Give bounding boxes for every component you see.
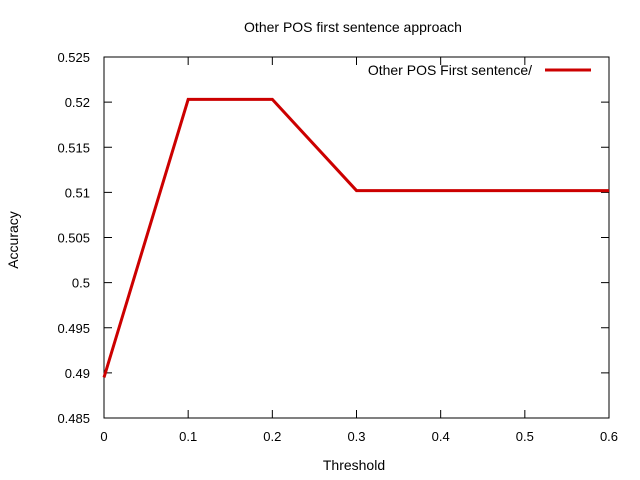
y-tick-label: 0.485 bbox=[57, 411, 90, 426]
y-tick-label: 0.525 bbox=[57, 50, 90, 65]
x-tick-label: 0 bbox=[100, 429, 107, 444]
plot-frame bbox=[103, 56, 610, 419]
y-tick-label: 0.505 bbox=[57, 231, 90, 246]
x-tick-label: 0.3 bbox=[347, 429, 365, 444]
y-tick-label: 0.51 bbox=[65, 185, 90, 200]
x-tick-label: 0.5 bbox=[516, 429, 534, 444]
y-tick-label: 0.495 bbox=[57, 321, 90, 336]
y-tick-label: 0.515 bbox=[57, 140, 90, 155]
legend: Other POS First sentence/ bbox=[368, 62, 591, 78]
x-tick-label: 0.4 bbox=[432, 429, 450, 444]
x-tick-label: 0.1 bbox=[179, 429, 197, 444]
y-axis-label: Accuracy bbox=[5, 211, 21, 269]
x-tick-label: 0.6 bbox=[600, 429, 618, 444]
y-tick-label: 0.52 bbox=[65, 95, 90, 110]
y-tick-label: 0.5 bbox=[72, 276, 90, 291]
x-tick-label: 0.2 bbox=[263, 429, 281, 444]
chart-title: Other POS first sentence approach bbox=[244, 19, 462, 35]
series-line bbox=[102, 97, 609, 378]
y-tick-label: 0.49 bbox=[65, 366, 90, 381]
legend-label: Other POS First sentence/ bbox=[368, 62, 532, 78]
x-axis-label: Threshold bbox=[323, 457, 385, 473]
